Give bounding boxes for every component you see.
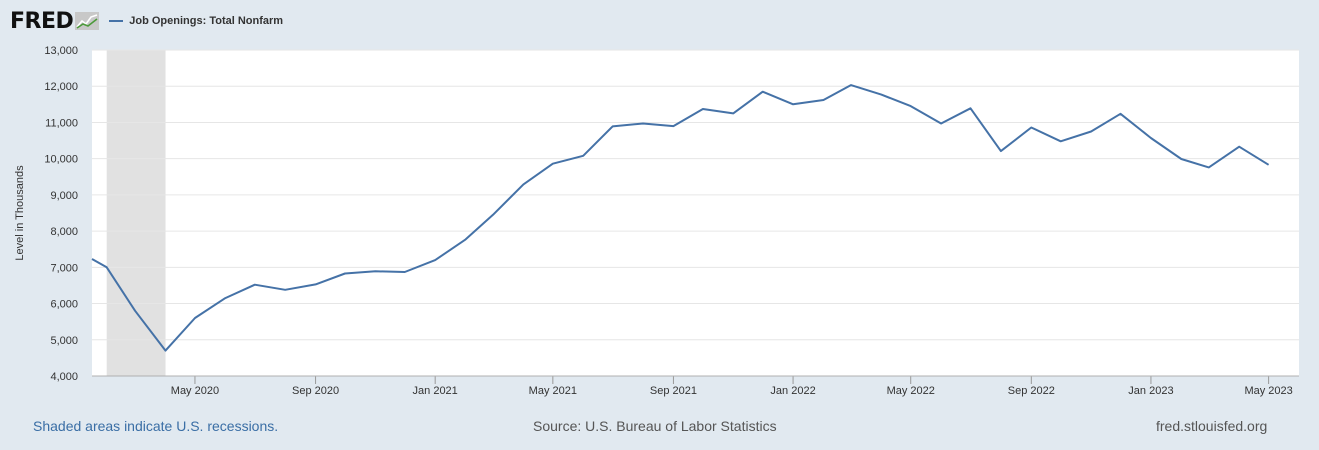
x-tick-label: Sep 2021 (650, 385, 697, 397)
x-tick-label: Jan 2023 (1128, 385, 1173, 397)
y-tick-label: 13,000 (44, 45, 78, 57)
x-tick-label: Jan 2022 (770, 385, 815, 397)
line-chart-icon (75, 12, 100, 30)
x-tick-label: Sep 2020 (292, 385, 339, 397)
legend-label: Job Openings: Total Nonfarm (129, 15, 284, 27)
y-tick-label: 11,000 (45, 117, 78, 129)
x-tick-label: May 2022 (887, 385, 935, 397)
x-tick-label: Jan 2021 (413, 385, 458, 397)
chart-header: FRED Job Openings: Total Nonfarm (10, 6, 283, 36)
recession-shading (106, 50, 166, 376)
x-tick-label: May 2023 (1244, 385, 1292, 397)
series-line-job-openings (91, 84, 1270, 352)
x-tick-label: Sep 2022 (1008, 385, 1055, 397)
source-text: Source: U.S. Bureau of Labor Statistics (533, 418, 777, 434)
plot-area (92, 50, 1299, 376)
x-tick-label: May 2020 (171, 385, 219, 397)
chart-legend: Job Openings: Total Nonfarm (109, 15, 283, 27)
y-tick-label: 10,000 (44, 154, 78, 166)
site-link[interactable]: fred.stlouisfed.org (1156, 418, 1268, 434)
y-tick-label: 8,000 (50, 226, 78, 238)
line-chart: 4,000 5,000 6,000 7,000 8,000 9,000 10,000 11,0… (14, 45, 1299, 397)
y-tick-label: 6,000 (50, 299, 78, 311)
legend-swatch (109, 20, 124, 22)
y-tick-label: 12,000 (44, 81, 78, 93)
x-tick-label: May 2021 (529, 385, 577, 397)
y-tick-label: 7,000 (50, 262, 78, 274)
y-tick-label: 9,000 (50, 190, 78, 202)
fred-logo[interactable]: FRED (10, 8, 74, 34)
y-tick-label: 5,000 (50, 335, 78, 347)
y-axis-label: Level in Thousands (14, 165, 26, 261)
y-tick-label: 4,000 (50, 371, 78, 383)
recession-note-link[interactable]: Shaded areas indicate U.S. recessions. (33, 418, 279, 434)
